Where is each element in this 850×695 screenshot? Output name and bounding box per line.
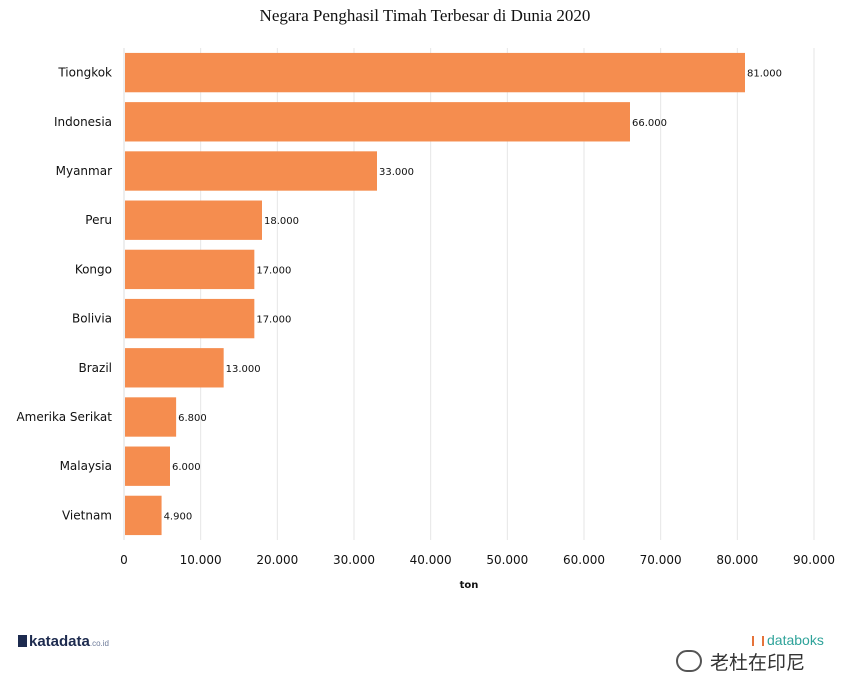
category-label: Amerika Serikat — [16, 410, 112, 424]
bar — [125, 151, 377, 191]
category-label: Bolivia — [72, 312, 112, 326]
katadata-logo: katadata.co.id — [18, 633, 109, 650]
x-axis-title: ton — [460, 580, 479, 591]
bar — [125, 397, 177, 437]
x-tick-label: 20.000 — [256, 553, 298, 567]
category-label: Malaysia — [60, 459, 112, 473]
bar — [125, 52, 745, 93]
category-label: Tiongkok — [57, 66, 112, 80]
bar — [125, 348, 224, 388]
data-label: 81.000 — [747, 69, 782, 80]
bar — [125, 200, 262, 240]
category-label: Peru — [85, 213, 112, 227]
data-label: 13.000 — [226, 364, 261, 375]
x-tick-label: 30.000 — [333, 553, 375, 567]
databoks-logo: databoks — [752, 632, 824, 648]
watermark: 老杜在印尼 — [676, 648, 805, 675]
category-label: Vietnam — [62, 508, 112, 522]
data-label: 6.000 — [172, 462, 201, 473]
x-tick-label: 60.000 — [563, 553, 605, 567]
bar — [125, 446, 170, 486]
x-tick-label: 10.000 — [180, 553, 222, 567]
category-label: Indonesia — [54, 115, 112, 129]
data-label: 18.000 — [264, 216, 299, 227]
x-tick-label: 40.000 — [410, 553, 452, 567]
chart-title: Negara Penghasil Timah Terbesar di Dunia… — [259, 6, 591, 25]
category-label: Brazil — [79, 361, 113, 375]
data-label: 17.000 — [256, 315, 291, 326]
data-label: 6.800 — [178, 413, 207, 424]
x-tick-label: 90.000 — [793, 553, 835, 567]
x-tick-label: 80.000 — [716, 553, 758, 567]
bar — [125, 102, 630, 142]
x-tick-label: 0 — [120, 553, 128, 567]
category-label: Kongo — [75, 262, 112, 276]
data-label: 17.000 — [256, 265, 291, 276]
category-label: Myanmar — [56, 164, 112, 178]
bar — [125, 495, 162, 536]
data-label: 66.000 — [632, 118, 667, 129]
bar-chart: Tiongkok 81.000 Indonesia 66.000 Myanmar 33.0… — [16, 48, 835, 591]
bar — [125, 298, 255, 339]
data-label: 33.000 — [379, 167, 414, 178]
data-label: 4.900 — [164, 511, 193, 522]
x-tick-label: 70.000 — [640, 553, 682, 567]
x-tick-label: 50.000 — [486, 553, 528, 567]
wechat-icon — [676, 650, 702, 672]
bar — [125, 249, 255, 290]
